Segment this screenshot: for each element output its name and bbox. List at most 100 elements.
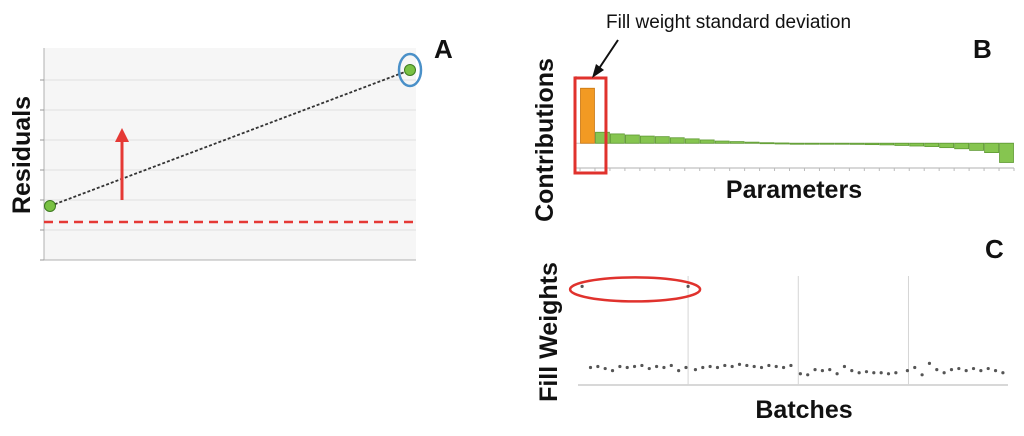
panel-b-bar [684,138,700,144]
panel-c-point [894,371,898,375]
panel-c-point [879,371,883,375]
panel-b-bar [610,133,625,144]
panel-b-bar [759,142,775,145]
panel-b-bar [894,142,910,146]
panel-c-point [737,362,742,366]
panel-c-point [723,363,727,368]
panel-c-point [935,368,939,372]
panel-c-point [686,284,690,288]
panel-c-point [618,364,622,369]
panel-b-bar [804,142,820,145]
panel-a-highlight-circle [397,52,423,88]
panel-c-point [820,369,825,373]
panel-b-bar [774,142,790,145]
panel-c-point [730,364,734,369]
panel-b-bar [744,141,760,144]
panel-b-xlabel: Parameters [726,176,862,204]
panel-b-bar [669,137,685,144]
panel-a-points [44,64,416,212]
panel-b-bar [789,142,805,145]
panel-c-point [971,366,976,371]
panel-c-point [580,284,584,288]
panel-a-ylabel: Residuals [8,96,36,214]
panel-a-y-ticks [40,79,44,261]
panel-c-point [828,368,832,372]
panel-b-bar [819,142,835,145]
panel-b-bar [699,139,715,144]
panel-b-bar [909,142,925,147]
panel-a-point [44,200,56,212]
panel-c-point [684,365,688,370]
panel-b-bar [624,134,640,144]
panel-c-point [872,371,876,375]
panel-c-point [920,373,924,377]
panel-c-point [913,365,917,370]
panel-c-point [886,372,891,376]
panel-c-point [745,363,749,368]
panel-c-point [813,368,817,372]
panel-c-point [789,363,793,368]
panel-c-point [655,364,659,369]
panel-b-bar [595,131,610,144]
panel-b-bar [639,135,655,144]
panel-b: Fill weight standard deviation Contribut… [531,12,1015,222]
panel-c-point [806,373,810,377]
panel-b-bar [969,142,984,151]
panel-c-point [781,365,786,370]
panel-c-point [835,372,839,376]
panel-a-red-arrow [115,128,129,200]
panel-c-point [708,364,712,369]
panel-a-arrow-head [115,128,129,142]
panel-c-point [798,372,802,376]
panel-c-point [905,369,910,373]
panel-c-point [596,364,600,369]
panel-b-bar-highlighted [580,87,595,144]
panel-b-annotation: Fill weight standard deviation [606,12,851,33]
panel-b-bar [984,142,999,153]
panel-b-bar [879,142,895,146]
panel-c-point [774,364,778,369]
panel-b-bar [834,142,850,145]
panel-b-annotation-arrow [592,39,619,78]
panel-b-ylabel: Contributions [531,58,559,222]
panel-c-point [864,370,869,374]
panel-c-point [842,364,847,369]
panel-b-bar [999,142,1014,163]
panel-c-point [662,365,666,370]
panel-c-point [1001,371,1005,375]
panel-b-bar [954,142,970,150]
panel-c: Fill Weights Batches C [535,234,1008,424]
panel-b-bar [729,141,745,144]
panel-c-point [986,366,990,371]
panel-c-xlabel: Batches [755,396,852,424]
panel-a-point [404,64,416,76]
panel-c-point [677,369,681,373]
panel-b-x-ticks [579,168,1015,171]
panel-c-point [857,371,861,375]
panel-c-point [715,365,720,370]
panel-c-point [993,369,998,373]
panel-c-point [693,368,698,372]
panel-c-point [949,368,954,372]
panel-c-point [701,365,705,370]
panel-c-point [647,366,651,371]
panel-c-point [625,365,629,370]
panel-c-point [957,366,961,371]
panel-c-point [610,369,615,373]
panel-b-bar [924,142,940,147]
panel-c-point [640,363,644,368]
panel-a-plot-background [44,48,416,260]
panel-c-point [588,365,593,370]
panel-b-bar [939,142,955,149]
panel-c-point [927,361,932,365]
panel-c-point [964,369,968,373]
panel-b-letter: B [973,34,992,64]
panel-c-highlight-ellipse [568,276,702,303]
panel-c-point [603,366,607,371]
panel-b-bar [714,140,730,144]
panel-b-bar [849,142,865,145]
panel-c-ylabel: Fill Weights [535,262,563,402]
panel-c-point [669,363,673,368]
panel-c-point [752,364,756,369]
